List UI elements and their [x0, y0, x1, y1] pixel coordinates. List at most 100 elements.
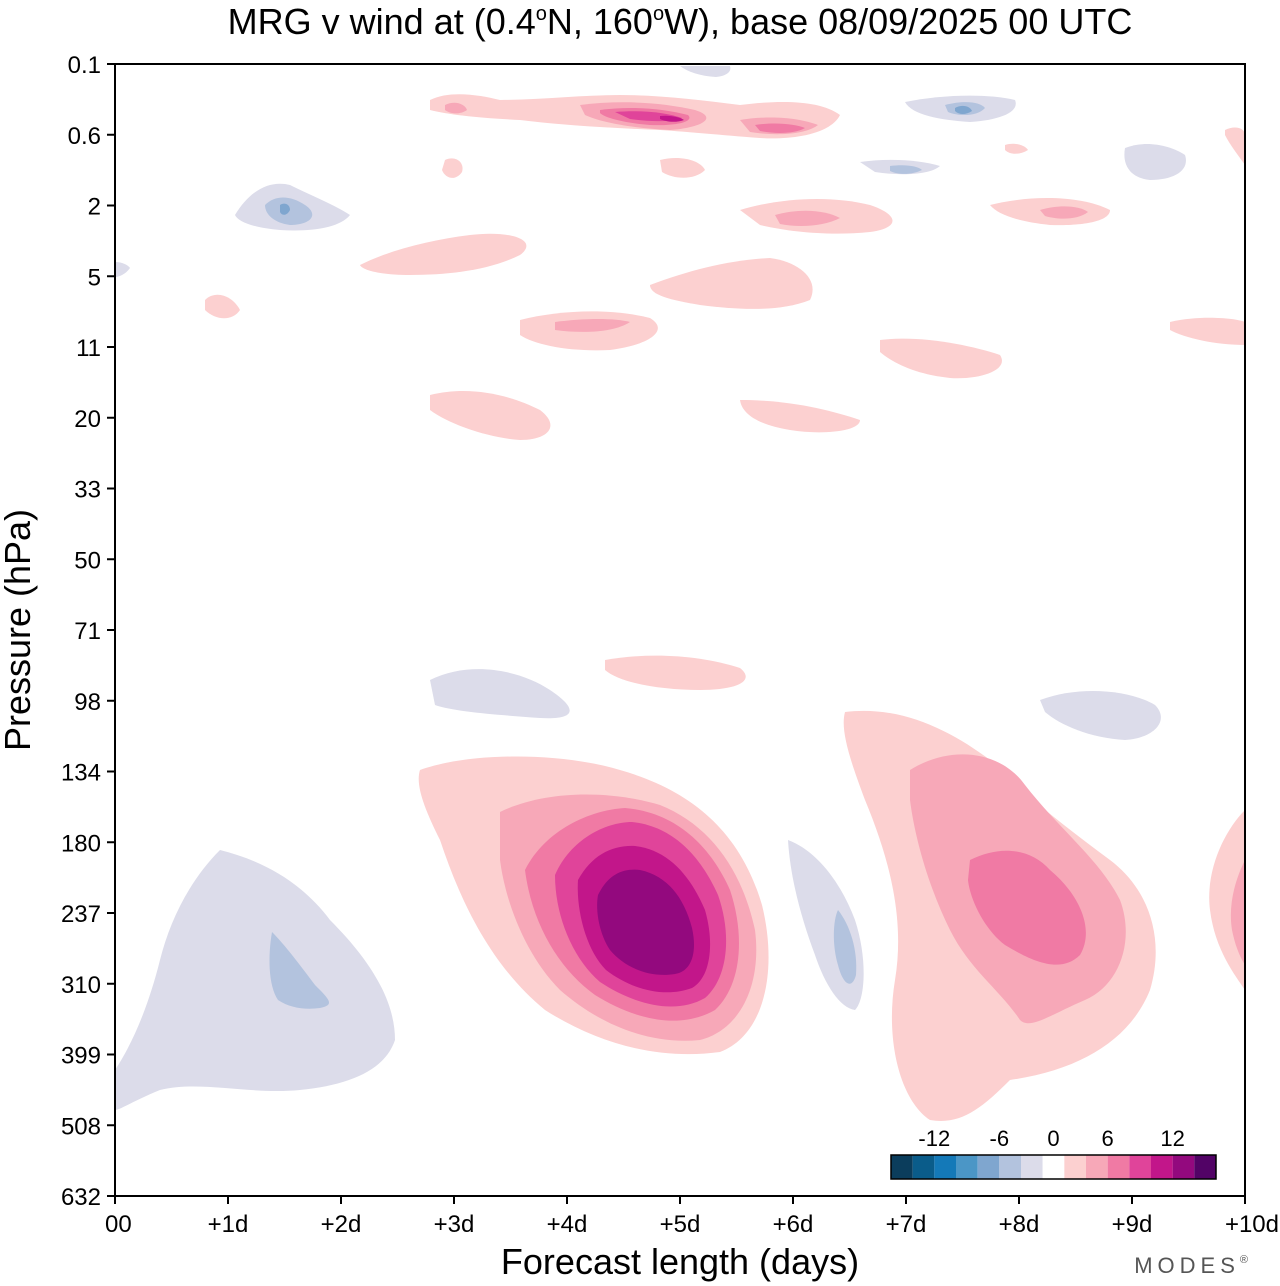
x-tick-label: +4d — [547, 1211, 588, 1238]
contour-region-neg2 — [1070, 350, 1110, 361]
y-tick-label: 508 — [61, 1113, 101, 1140]
y-tick-label: 310 — [61, 972, 101, 999]
contour-region-pos4 — [605, 655, 746, 690]
colorbar-label: -12 — [918, 1126, 950, 1151]
y-tick-label: 0.1 — [68, 52, 101, 79]
contour-region-pos8 — [968, 850, 1086, 965]
contour-region-pos4 — [880, 338, 1002, 379]
x-tick-label: +9d — [1112, 1211, 1153, 1238]
x-tick-label: +2d — [321, 1211, 362, 1238]
contour-region-pos4 — [1170, 317, 1245, 345]
contour-region-neg4 — [115, 850, 395, 1110]
contour-region-pos4 — [430, 390, 551, 440]
contour-region-pos2 — [680, 540, 942, 607]
y-tick-label: 399 — [61, 1043, 101, 1070]
colorbar-swatch — [977, 1155, 1000, 1179]
contour-region-pos14 — [597, 869, 695, 975]
contour-region-neg4 — [1040, 690, 1161, 740]
contour-region-neg2 — [280, 64, 360, 81]
contour-region-pos2 — [250, 459, 355, 491]
contour-region-pos2 — [1178, 97, 1245, 200]
colorbar-swatch — [1172, 1155, 1195, 1179]
contour-region-neg2 — [115, 245, 180, 292]
contour-region-neg6 — [890, 165, 922, 174]
x-tick-label: +1d — [208, 1211, 249, 1238]
colorbar-swatch — [1107, 1155, 1130, 1179]
contour-region-pos6 — [775, 210, 840, 226]
contour-region-neg2 — [375, 307, 410, 317]
colorbar-swatch — [1194, 1155, 1216, 1179]
y-tick-label: 50 — [74, 547, 101, 574]
contour-region-neg2 — [1068, 329, 1094, 336]
x-axis-label: Forecast length (days) — [501, 1241, 859, 1282]
contour-region-pos4 — [660, 158, 705, 178]
x-tick-label: +6d — [773, 1211, 814, 1238]
contour-region-neg6 — [269, 932, 330, 1009]
colorbar-legend: -12 -6 0 6 12 — [890, 1126, 1217, 1180]
y-tick-label: 5 — [88, 264, 101, 291]
x-tick-label: 00 — [105, 1211, 132, 1238]
contour-region-neg8 — [280, 203, 290, 215]
y-tick-label: 20 — [74, 406, 101, 433]
y-tick-label: 632 — [61, 1184, 101, 1211]
contour-region-neg6 — [833, 910, 857, 984]
y-tick-label: 134 — [61, 760, 101, 787]
contour-region-neg4 — [1124, 144, 1186, 180]
contour-region-pos2 — [1160, 435, 1245, 480]
contour-region-pos4 — [442, 158, 463, 178]
colorbar-swatch — [956, 1155, 978, 1179]
contour-region-pos2 — [320, 117, 355, 130]
contour-region-neg2 — [1072, 463, 1077, 476]
contour-region-neg2 — [165, 469, 180, 478]
contour-region-neg2 — [1174, 1018, 1202, 1081]
y-tick-label: 237 — [61, 901, 101, 928]
y-tick-label: 11 — [76, 335, 101, 362]
contour-region-pos8 — [755, 123, 805, 133]
x-tick-label: +10d — [1225, 1211, 1279, 1238]
modes-logo: MODES® — [1134, 1253, 1248, 1278]
contour-region-pos2 — [444, 533, 460, 541]
contour-region-pos2 — [255, 348, 350, 370]
contour-region-pos2 — [439, 589, 460, 605]
y-axis-label: Pressure (hPa) — [0, 509, 38, 751]
contour-region-pos6 — [555, 319, 630, 332]
contour-region-pos4 — [1005, 143, 1028, 154]
contour-region-pos6 — [445, 102, 467, 114]
contour-region-pos6 — [1040, 206, 1088, 219]
colorbar-label: 6 — [1102, 1126, 1114, 1151]
contour-region-neg2 — [275, 532, 293, 543]
x-tick-label: +3d — [434, 1211, 475, 1238]
contour-field — [115, 64, 1245, 1196]
contour-region-pos2 — [980, 64, 1080, 82]
x-tick-label: +8d — [999, 1211, 1040, 1238]
contour-region-neg2 — [262, 402, 310, 417]
y-tick-label: 2 — [88, 194, 101, 221]
contour-region-neg8 — [955, 105, 972, 114]
contour-region-neg2 — [1100, 88, 1140, 106]
colorbar-swatch — [1042, 1155, 1065, 1179]
colorbar-swatch — [912, 1155, 935, 1179]
contour-region-pos4 — [1225, 127, 1245, 165]
y-tick-label: 180 — [61, 830, 101, 857]
contour-region-pos2 — [115, 160, 158, 202]
chart-title: MRG v wind at (0.4oN, 160oW), base 08/09… — [228, 1, 1133, 42]
contour-region-pos2 — [1150, 640, 1245, 760]
y-tick-label: 98 — [74, 689, 101, 716]
colorbar-swatch — [999, 1155, 1021, 1179]
contour-region-neg2 — [140, 354, 198, 371]
contour-region-neg2 — [570, 560, 655, 587]
contour-region-pos6 — [1230, 860, 1245, 965]
colorbar-swatch — [1086, 1155, 1108, 1179]
colorbar-swatch — [1151, 1155, 1173, 1179]
colorbar-swatch — [1021, 1155, 1043, 1179]
colorbar-border — [890, 1154, 1217, 1180]
contour-region-pos2 — [115, 400, 122, 416]
y-tick-label: 71 — [74, 618, 101, 645]
contour-region-pos2 — [170, 90, 1120, 342]
contour-region-neg2 — [115, 75, 129, 112]
contour-region-pos4 — [360, 233, 527, 275]
colorbar-label: 0 — [1047, 1126, 1059, 1151]
x-axis: 00 +1d +2d +3d +4d +5d +6d +7d +8d +9d +10d — [105, 1196, 1279, 1238]
y-tick-label: 33 — [74, 477, 101, 504]
